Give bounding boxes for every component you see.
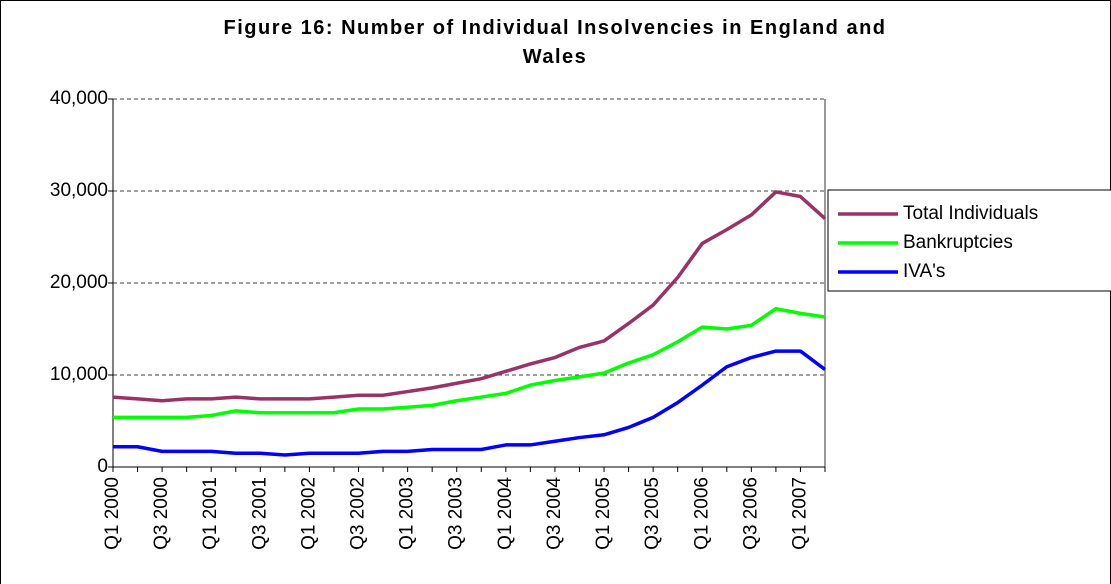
x-tick-label: Q1 2000 [102,477,123,550]
legend-label: IVA's [903,261,945,282]
x-tick-label: Q1 2007 [789,477,810,550]
x-tick-label: Q1 2002 [298,477,319,550]
x-tick-label: Q3 2006 [740,477,761,550]
x-tick-label: Q3 2001 [249,477,270,550]
legend-label: Total Individuals [903,203,1038,224]
y-tick-label: 20,000 [50,272,108,293]
y-tick-label: 30,000 [50,180,108,201]
y-tick-label: 40,000 [50,88,108,109]
x-tick-label: Q1 2006 [691,477,712,550]
legend-label: Bankruptcies [903,232,1013,253]
legend-box [827,189,1111,292]
x-tick-label: Q3 2004 [544,477,565,550]
x-tick-label: Q1 2003 [397,477,418,550]
x-tick-label: Q3 2000 [151,477,172,550]
y-tick-label: 10,000 [50,364,108,385]
series-line [112,190,827,403]
x-tick-label: Q1 2005 [593,477,614,550]
chart-title: Figure 16: Number of Individual Insolven… [223,17,887,68]
y-tick-label: 0 [97,456,108,477]
x-tick-label: Q3 2005 [642,477,663,550]
x-tick-label: Q1 2001 [200,477,221,550]
x-tick-label: Q3 2002 [348,477,369,550]
series-line [113,307,826,420]
series-line [113,349,827,457]
x-tick-label: Q3 2003 [446,477,467,550]
x-tick-label: Q1 2004 [495,477,516,550]
